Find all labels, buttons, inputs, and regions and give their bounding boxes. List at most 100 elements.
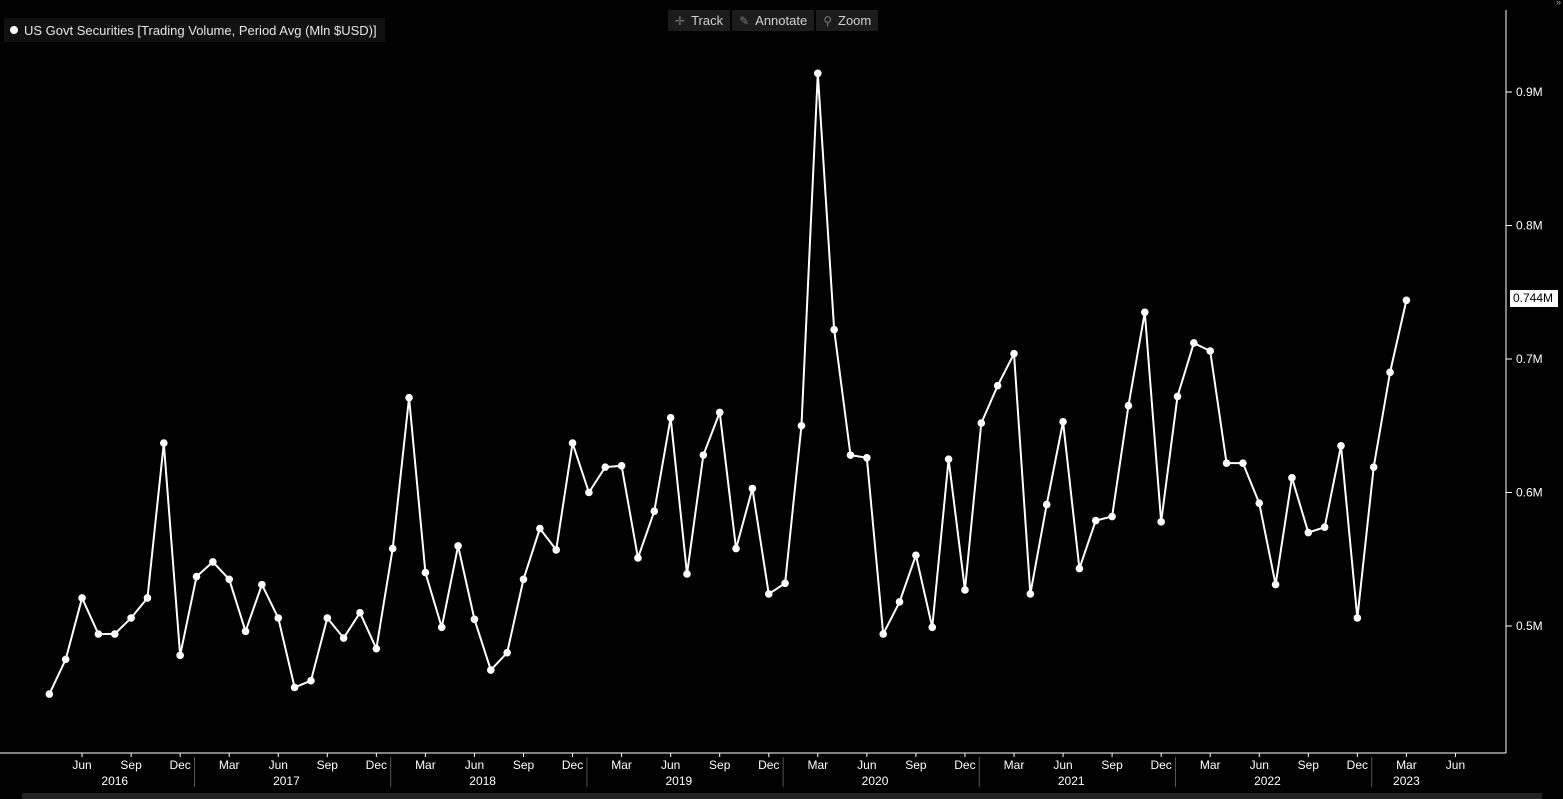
- x-month-label: Mar: [219, 758, 240, 772]
- y-tick-label: 0.8M: [1516, 219, 1543, 233]
- data-point: [421, 568, 430, 577]
- expand-icon[interactable]: »: [1555, 0, 1561, 7]
- data-point: [732, 544, 740, 553]
- series-line: [48, 73, 1408, 695]
- data-point: [715, 408, 724, 417]
- legend-label: US Govt Securities [Trading Volume, Peri…: [24, 22, 377, 38]
- data-point: [45, 690, 54, 698]
- x-month-label: Dec: [1150, 758, 1171, 772]
- data-point: [1239, 459, 1247, 467]
- data-point: [895, 598, 904, 606]
- data-point: [94, 630, 103, 638]
- data-point: [1206, 347, 1214, 355]
- x-year-label: 2019: [665, 774, 692, 788]
- zoom-button[interactable]: ⚲ Zoom: [816, 10, 879, 31]
- x-month-label: Sep: [120, 758, 142, 772]
- data-point: [977, 419, 986, 427]
- data-point: [1190, 339, 1198, 347]
- data-point: [961, 586, 969, 594]
- magnifier-icon: ⚲: [823, 13, 832, 28]
- data-point: [307, 676, 315, 685]
- y-tick-label: 0.6M: [1516, 486, 1543, 500]
- data-point: [225, 575, 233, 584]
- data-point: [928, 623, 937, 632]
- data-point: [1402, 296, 1411, 305]
- data-point: [1337, 441, 1345, 450]
- last-value-tag: 0.744M: [1510, 290, 1559, 307]
- data-point: [437, 623, 446, 632]
- x-month-label: Sep: [905, 758, 927, 772]
- chart-plot-area: [45, 69, 1411, 698]
- x-month-label: Jun: [857, 758, 876, 772]
- data-point: [1222, 459, 1231, 467]
- data-point: [1042, 500, 1051, 509]
- data-point: [1091, 516, 1100, 525]
- data-point: [405, 393, 413, 402]
- x-month-label: Mar: [611, 758, 632, 772]
- x-month-label: Sep: [513, 758, 535, 772]
- x-month-label: Sep: [709, 758, 731, 772]
- data-point: [552, 546, 560, 554]
- x-year-label: 2020: [862, 774, 889, 788]
- x-year-label: 2016: [101, 774, 128, 788]
- x-year-label: 2021: [1058, 774, 1085, 788]
- data-point: [634, 554, 642, 562]
- chart-axes: 0.5M 0.6M 0.7M 0.8M 0.9M Jun Sep Dec Mar Jun Sep De…: [0, 10, 1543, 788]
- pencil-icon: ✎: [739, 13, 750, 28]
- data-point: [454, 542, 462, 550]
- data-point: [1157, 518, 1165, 526]
- data-point: [1255, 499, 1264, 507]
- data-point: [1108, 512, 1116, 521]
- x-month-label: Dec: [562, 758, 583, 772]
- x-month-label: Jun: [1250, 758, 1269, 772]
- data-point: [78, 594, 86, 602]
- data-point: [1059, 417, 1067, 426]
- data-point: [617, 462, 626, 470]
- x-month-label: Mar: [1396, 758, 1417, 772]
- x-month-label: Jun: [1446, 758, 1465, 772]
- annotate-button-label: Annotate: [755, 13, 808, 28]
- x-month-label: Mar: [807, 758, 828, 772]
- data-point: [699, 451, 708, 459]
- x-month-label: Mar: [1200, 758, 1221, 772]
- data-point: [1369, 463, 1378, 471]
- data-point: [356, 608, 364, 617]
- y-tick-label: 0.7M: [1516, 352, 1543, 366]
- data-point: [209, 558, 217, 566]
- data-point: [568, 439, 577, 447]
- data-point: [1271, 580, 1280, 589]
- data-point: [258, 580, 266, 589]
- data-point: [339, 634, 348, 642]
- data-point: [176, 651, 184, 660]
- data-point: [1141, 308, 1149, 317]
- x-year-label: 2017: [273, 774, 300, 788]
- x-month-label: Jun: [1053, 758, 1072, 772]
- data-point: [1010, 349, 1018, 358]
- data-point: [601, 463, 610, 471]
- data-point: [863, 453, 871, 462]
- track-button[interactable]: ✛ Track: [668, 10, 731, 31]
- data-point: [110, 630, 119, 638]
- data-point: [241, 627, 250, 636]
- data-point: [683, 570, 691, 578]
- data-point: [879, 630, 887, 638]
- crosshair-icon: ✛: [675, 13, 686, 28]
- data-point: [1353, 614, 1362, 622]
- x-month-label: Jun: [465, 758, 484, 772]
- data-point: [650, 507, 659, 515]
- data-point: [1075, 564, 1084, 573]
- y-tick-label: 0.5M: [1516, 619, 1543, 633]
- horizontal-scrollbar[interactable]: [22, 793, 1542, 799]
- data-point: [160, 439, 168, 447]
- data-point: [274, 614, 283, 622]
- x-month-label: Mar: [415, 758, 436, 772]
- x-month-label: Dec: [1347, 758, 1368, 772]
- x-month-label: Jun: [269, 758, 288, 772]
- data-point: [127, 614, 135, 622]
- y-tick-label: 0.9M: [1516, 85, 1543, 99]
- data-point: [944, 455, 953, 463]
- data-point: [993, 381, 1002, 390]
- data-point: [814, 69, 822, 78]
- annotate-button[interactable]: ✎ Annotate: [732, 10, 815, 31]
